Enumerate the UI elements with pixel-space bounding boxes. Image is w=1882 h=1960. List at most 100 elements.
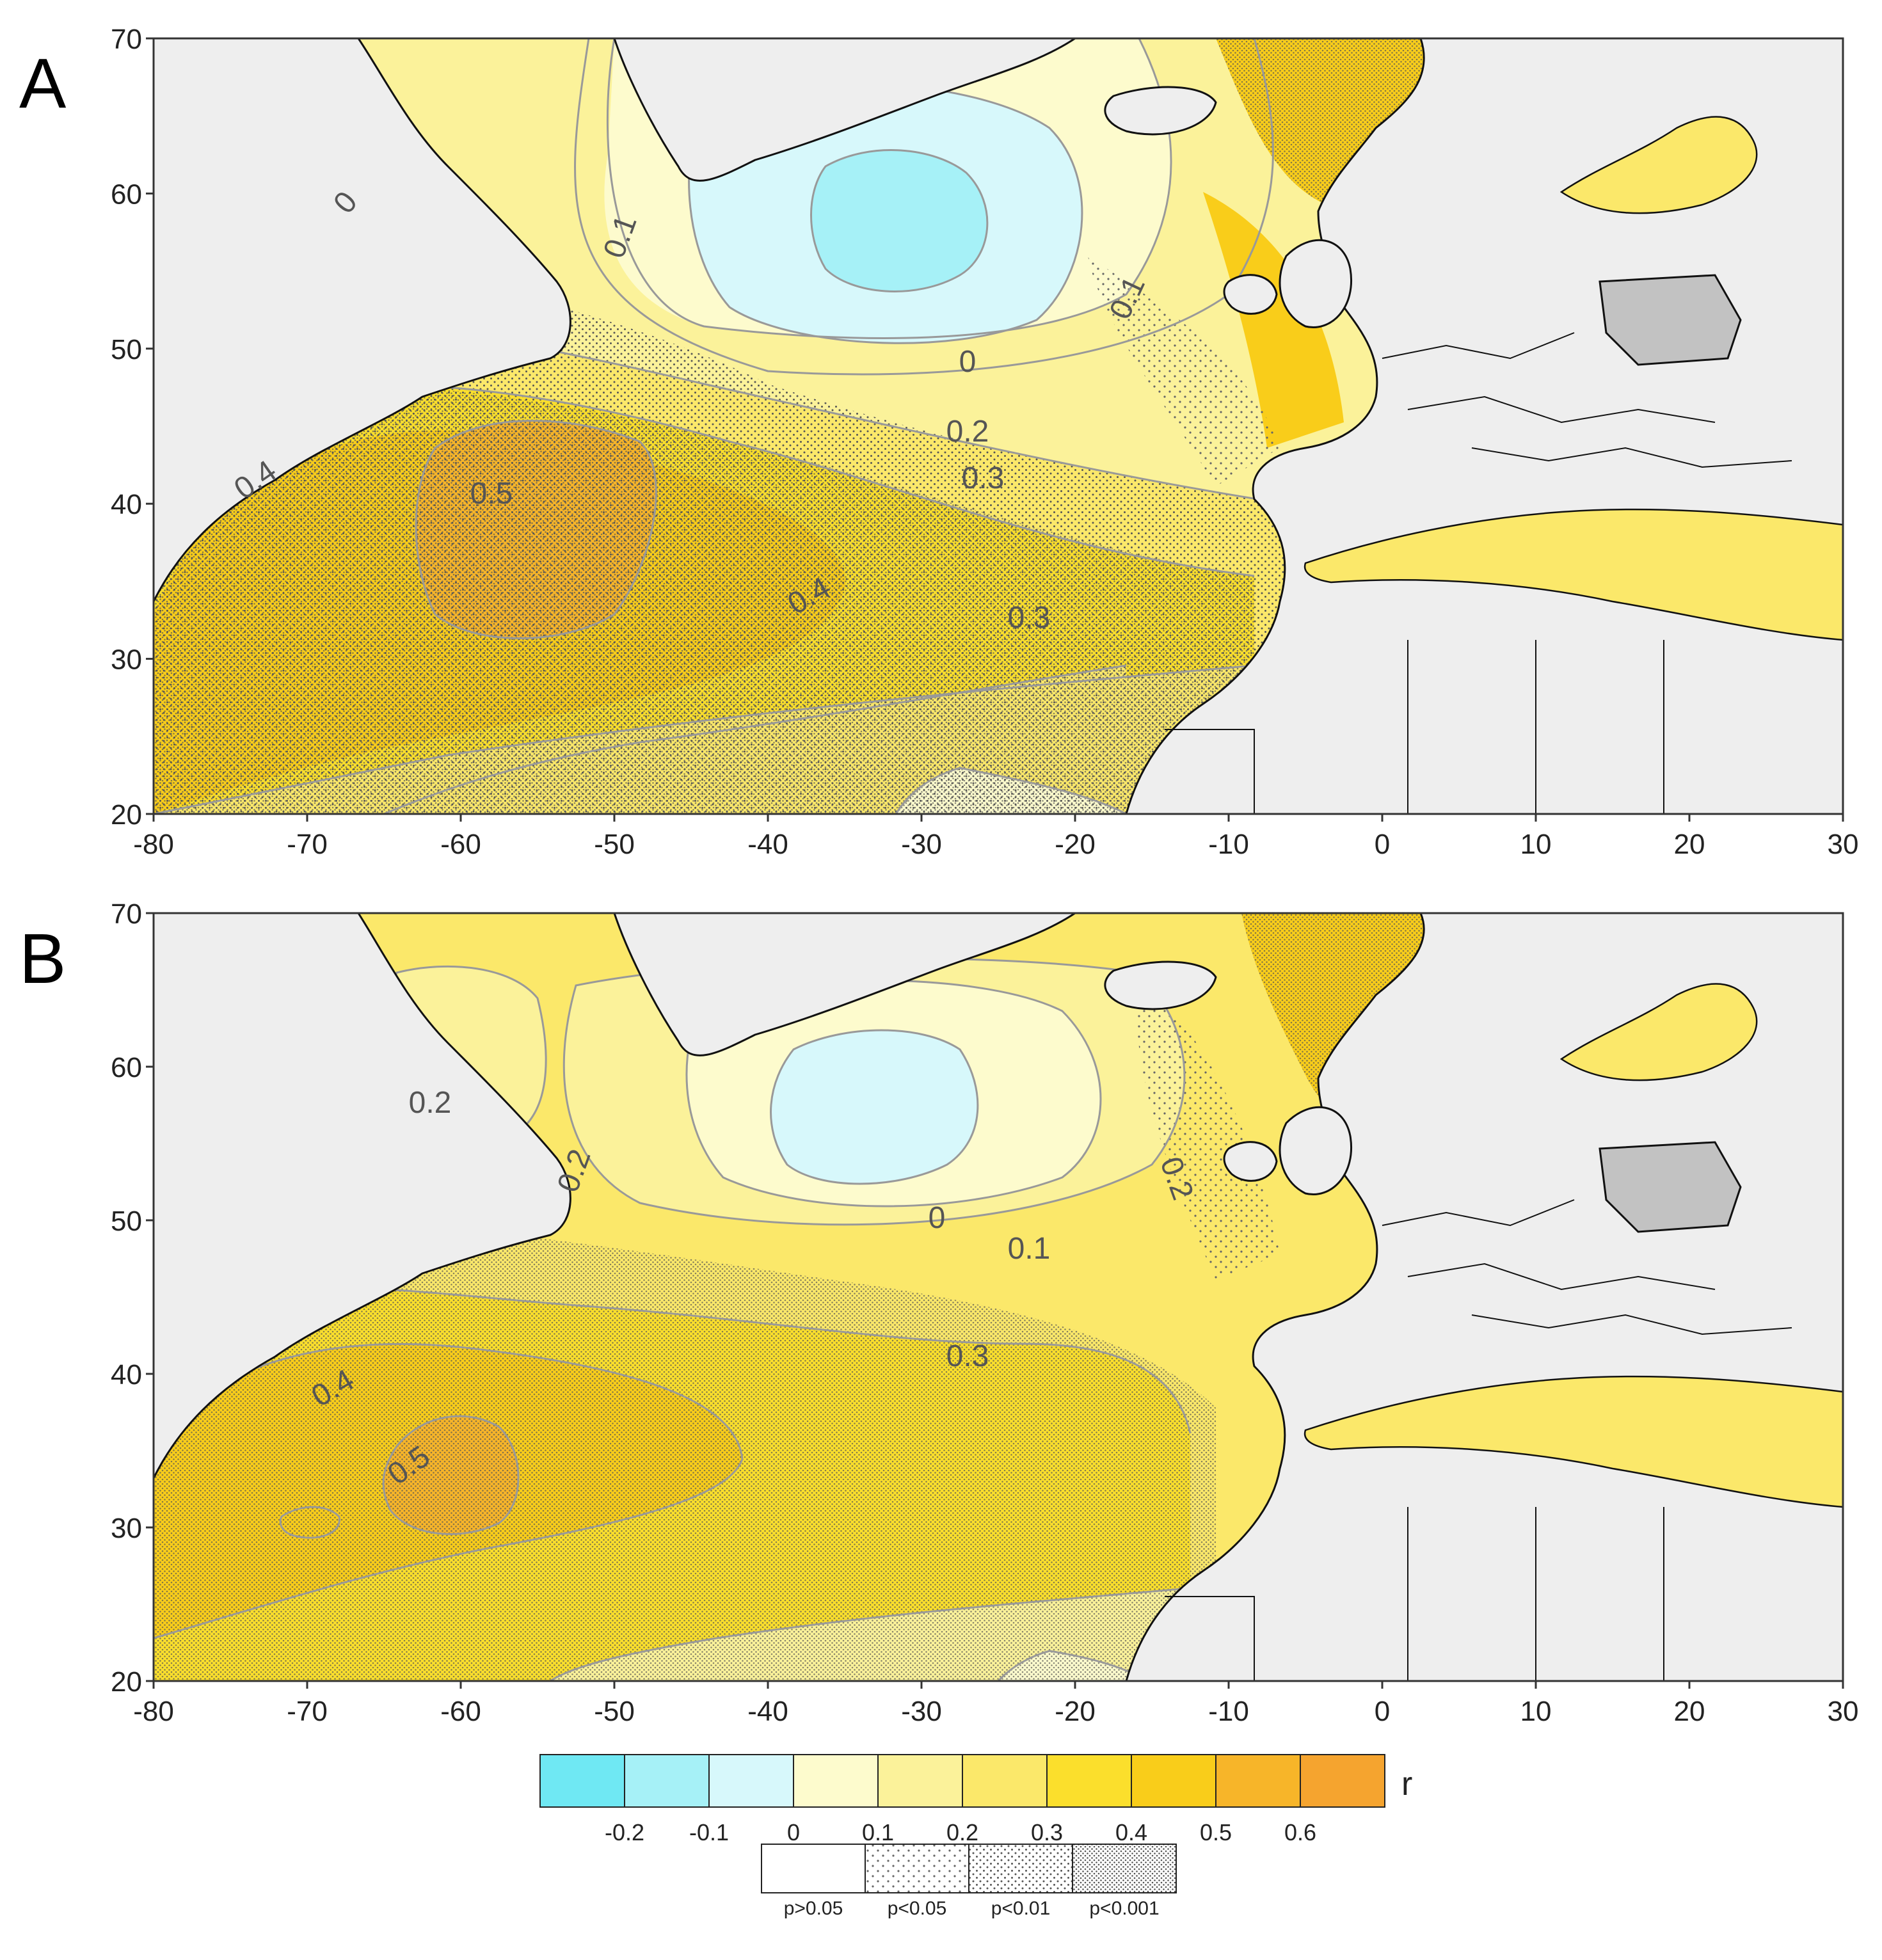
x-tick-label: 10 xyxy=(1520,1696,1552,1727)
europe-africa-a xyxy=(1125,38,1843,814)
colorbar-tick-label: 0.2 xyxy=(946,1819,978,1845)
highlight-country-b xyxy=(1599,1141,1742,1233)
europe-africa-b xyxy=(1125,913,1843,1681)
x-tick-label: -70 xyxy=(287,1696,328,1727)
stipple-a-east xyxy=(1088,256,1280,486)
axis-ticks-a: -80 -70 -60 -50 -40 -30 -20 -10 0 10 20 30 20 30 40 50 6… xyxy=(111,24,1858,860)
colorbar-tick-label: 0.6 xyxy=(1284,1819,1316,1845)
y-tick-label: 70 xyxy=(111,898,142,930)
sig-swatch xyxy=(1072,1844,1177,1893)
map-b xyxy=(154,913,1843,1681)
x-tick-label: -30 xyxy=(901,829,942,860)
colorbar-tick-label: -0.2 xyxy=(605,1819,644,1845)
x-tick-label: -80 xyxy=(133,1696,174,1727)
y-tick-label: 30 xyxy=(111,1513,142,1544)
colorbar-swatch xyxy=(1131,1754,1216,1808)
colorbar-swatch xyxy=(624,1754,710,1808)
contour-label: 0 xyxy=(929,1201,946,1235)
colorbar-tick-label: 0.1 xyxy=(862,1819,894,1845)
colorbar-swatch xyxy=(539,1754,625,1808)
land-a xyxy=(154,38,1843,814)
sig-label: p>0.05 xyxy=(784,1898,843,1919)
colorbar-swatch xyxy=(962,1754,1048,1808)
x-tick-label: -50 xyxy=(594,829,635,860)
x-tick-label: 20 xyxy=(1674,1696,1705,1727)
british-isles-a xyxy=(1279,239,1352,328)
colorbar-title: r xyxy=(1401,1765,1412,1803)
map-a xyxy=(154,38,1843,814)
mediterranean-b xyxy=(1304,1375,1843,1508)
ireland-b xyxy=(1223,1141,1278,1182)
contour-label: 0.3 xyxy=(962,461,1005,495)
inland-seas-a xyxy=(1304,116,1843,641)
x-tick-label: 0 xyxy=(1375,1696,1390,1727)
colorbar-tick-label: 0 xyxy=(787,1819,800,1845)
colorbar-swatch xyxy=(877,1754,963,1808)
colorbar-tick-label: 0.5 xyxy=(1200,1819,1232,1845)
y-tick-label: 50 xyxy=(111,334,142,365)
y-tick-label: 40 xyxy=(111,1359,142,1390)
sig-label: p<0.001 xyxy=(1089,1898,1159,1919)
y-tick-label: 30 xyxy=(111,644,142,676)
band-biscay xyxy=(1203,192,1344,448)
borders-b xyxy=(1165,1199,1792,1681)
contour-label: 0.2 xyxy=(409,1086,452,1120)
y-tick-label: 70 xyxy=(111,24,142,55)
stipple-b-east xyxy=(1136,973,1280,1280)
colorbar-swatch xyxy=(1300,1754,1385,1808)
land-b xyxy=(154,913,1843,1681)
sig-label: p<0.01 xyxy=(991,1898,1051,1919)
contour-lines-a xyxy=(154,38,1344,814)
band-neg-0.1 xyxy=(811,150,987,292)
colorbar-swatch xyxy=(1046,1754,1132,1808)
x-tick-label: -40 xyxy=(747,829,788,860)
colorbar-swatch xyxy=(793,1754,879,1808)
y-tick-label: 40 xyxy=(111,489,142,520)
x-tick-label: 30 xyxy=(1828,829,1859,860)
panel-label-a: A xyxy=(19,44,67,123)
panel-label-b: B xyxy=(19,920,66,998)
ireland-a xyxy=(1223,274,1278,315)
sig-label: p<0.05 xyxy=(888,1898,947,1919)
greenland-b xyxy=(613,913,1076,1056)
greenland-a xyxy=(613,38,1076,182)
british-isles-b xyxy=(1279,1106,1352,1195)
panel-b: B xyxy=(19,898,1858,1727)
contour-label: 0.3 xyxy=(1008,601,1051,635)
colorbar-tick-label: 0.3 xyxy=(1031,1819,1063,1845)
stipple-a-dense xyxy=(154,383,1254,814)
y-tick-label: 60 xyxy=(111,179,142,210)
colorbar-tick-label: 0.4 xyxy=(1115,1819,1147,1845)
x-tick-label: 0 xyxy=(1375,829,1390,860)
baltic-a xyxy=(1559,116,1758,214)
north-america-b xyxy=(154,913,571,1479)
x-tick-label: 10 xyxy=(1520,829,1552,860)
y-tick-label: 50 xyxy=(111,1206,142,1237)
significance-legend: p>0.05 p<0.05 p<0.01 p<0.001 xyxy=(761,1844,1177,1919)
x-tick-label: -70 xyxy=(287,829,328,860)
colorbar: -0.2 -0.1 0 0.1 0.2 0.3 0.4 0.5 0.6 xyxy=(539,1754,1385,1845)
sig-swatch xyxy=(865,1844,969,1893)
x-tick-label: 30 xyxy=(1828,1696,1859,1727)
x-tick-label: -60 xyxy=(440,829,481,860)
x-tick-label: -60 xyxy=(440,1696,481,1727)
iceland-a xyxy=(1104,86,1217,136)
borders-a xyxy=(1165,332,1792,814)
x-tick-label: -20 xyxy=(1055,829,1096,860)
x-tick-label: -30 xyxy=(901,1696,942,1727)
y-tick-label: 20 xyxy=(111,1666,142,1698)
x-tick-label: 20 xyxy=(1674,829,1705,860)
colorbar-tick-label: -0.1 xyxy=(689,1819,729,1845)
contour-label: 0.2 xyxy=(946,415,989,449)
colorbar-swatch xyxy=(1215,1754,1301,1808)
contour-label: 0.5 xyxy=(470,477,513,511)
highlight-country-a xyxy=(1599,274,1742,366)
y-tick-label: 60 xyxy=(111,1052,142,1083)
x-tick-label: -10 xyxy=(1208,829,1249,860)
band-b-0 xyxy=(770,1030,978,1184)
inland-seas-b xyxy=(1304,983,1843,1508)
axes-frame-b xyxy=(152,912,1844,1682)
x-tick-label: -10 xyxy=(1208,1696,1249,1727)
north-america-a xyxy=(154,38,571,603)
sig-swatch xyxy=(761,1844,866,1893)
